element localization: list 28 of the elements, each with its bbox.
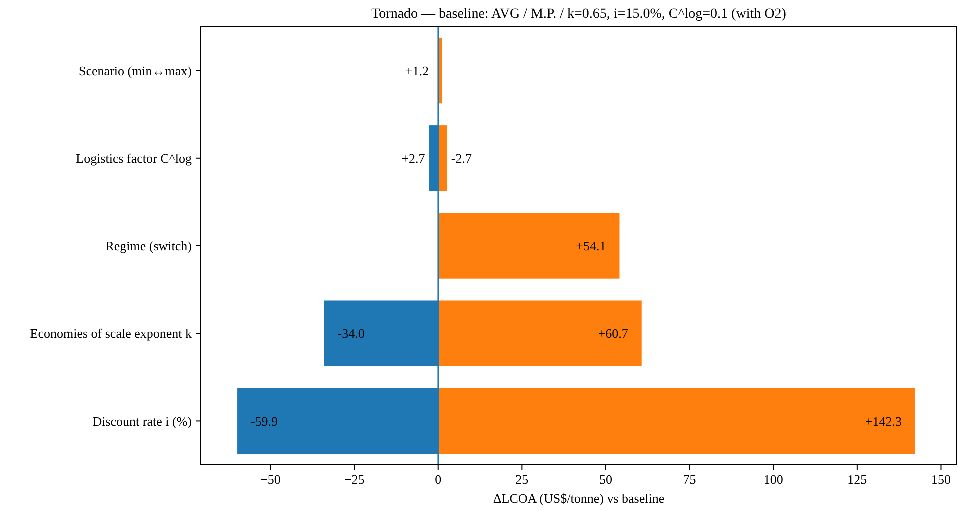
data-label: +60.7 — [598, 326, 629, 342]
y-tick-label: Discount rate i (%) — [92, 414, 192, 429]
x-tick-label: −50 — [260, 472, 281, 487]
data-label: +54.1 — [576, 238, 606, 254]
y-tick-label: Economies of scale exponent k — [30, 326, 192, 342]
bar — [438, 300, 642, 366]
x-tick-label: −25 — [344, 472, 365, 487]
y-tick-label: Logistics factor C^log — [76, 150, 192, 166]
bar — [438, 213, 620, 279]
x-tick-label: 100 — [764, 472, 784, 487]
data-label: -34.0 — [338, 326, 365, 342]
x-axis-title: ΔLCOA (US$/tonne) vs baseline — [493, 491, 665, 506]
bar — [438, 126, 448, 192]
x-tick-label: 0 — [435, 472, 442, 487]
data-label: -2.7 — [451, 150, 472, 166]
x-tick-label: 150 — [931, 472, 951, 487]
chart-title: Tornado — baseline: AVG / M.P. / k=0.65, i=15.0%, C^log=0.1 (with O2) — [372, 7, 787, 22]
data-label: +1.2 — [405, 63, 429, 78]
x-tick-label: 75 — [683, 472, 696, 487]
y-tick-label: Regime (switch) — [106, 238, 192, 254]
y-tick-label: Scenario (min↔max) — [79, 63, 192, 78]
data-label: +142.3 — [865, 414, 902, 429]
x-tick-label: 125 — [848, 472, 868, 487]
data-label: +2.7 — [402, 150, 426, 166]
data-label: -59.9 — [250, 414, 278, 429]
bar — [438, 388, 916, 454]
x-tick-label: 25 — [516, 472, 529, 487]
x-tick-label: 50 — [599, 472, 612, 487]
